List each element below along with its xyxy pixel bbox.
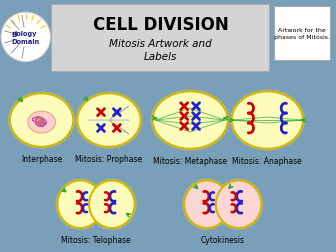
Ellipse shape [77,93,140,147]
Text: Artwork for the
phases of Mitosis.: Artwork for the phases of Mitosis. [274,28,330,40]
Circle shape [1,12,50,62]
Text: Interphase: Interphase [21,155,62,164]
Text: CELL DIVISION: CELL DIVISION [92,16,228,34]
FancyBboxPatch shape [274,6,330,60]
Ellipse shape [153,91,228,149]
Ellipse shape [8,91,75,149]
Ellipse shape [75,91,142,149]
Ellipse shape [89,180,135,228]
Ellipse shape [10,93,73,147]
Text: B: B [11,32,16,38]
Ellipse shape [214,178,263,230]
Text: Mitosis: Metaphase: Mitosis: Metaphase [153,157,227,166]
Polygon shape [89,106,129,120]
Ellipse shape [184,180,230,228]
Text: Mitosis: Telophase: Mitosis: Telophase [61,236,131,245]
FancyBboxPatch shape [51,4,269,71]
Polygon shape [89,120,129,134]
Ellipse shape [151,89,230,151]
Ellipse shape [216,180,261,228]
Text: Mitosis: Prophase: Mitosis: Prophase [75,155,142,164]
Ellipse shape [55,178,105,230]
Ellipse shape [182,178,232,230]
Ellipse shape [28,111,55,133]
Text: Mitosis Artwork and
Labels: Mitosis Artwork and Labels [109,39,212,62]
Ellipse shape [230,89,305,151]
Text: Mitosis: Anaphase: Mitosis: Anaphase [233,157,302,166]
Text: iology
Domain: iology Domain [12,31,40,45]
Text: Cytokinesis: Cytokinesis [201,236,245,245]
Ellipse shape [57,180,103,228]
Ellipse shape [232,91,303,149]
Ellipse shape [87,178,137,230]
